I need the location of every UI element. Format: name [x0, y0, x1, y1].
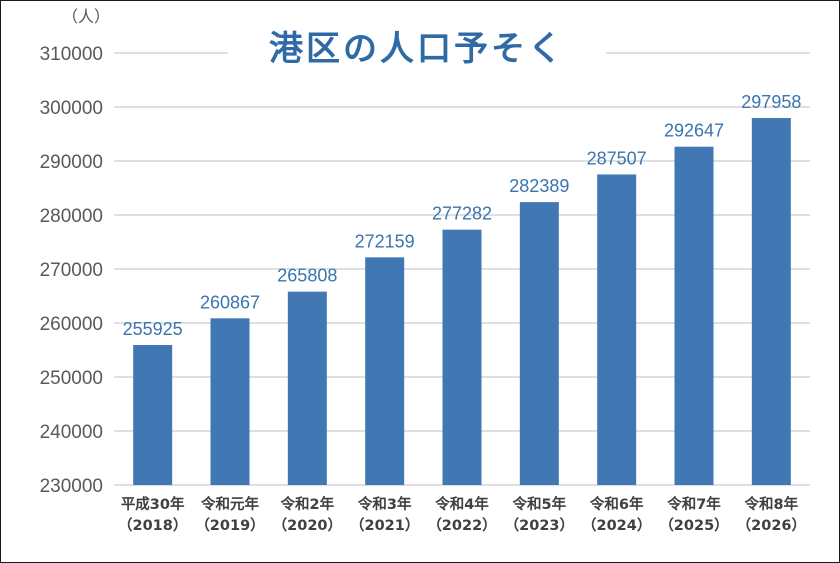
- data-label: 287507: [587, 148, 647, 168]
- x-category-label: 平成30年: [121, 495, 185, 513]
- x-category-label: 令和3年: [358, 495, 412, 513]
- x-category-label: （2023）: [505, 516, 574, 534]
- x-category-label: （2019）: [195, 516, 264, 534]
- bar: [287, 291, 327, 485]
- x-category-label: 令和4年: [435, 495, 489, 513]
- y-tick-label: 270000: [40, 260, 103, 281]
- bar: [674, 146, 714, 485]
- y-tick-label: 280000: [40, 206, 103, 227]
- y-tick-label: 250000: [40, 368, 103, 389]
- bar: [597, 174, 637, 485]
- data-label: 255925: [123, 319, 183, 339]
- data-labels: 255925 260867 265808 272159 277282 282389 2875…: [123, 92, 802, 339]
- bar: [519, 202, 559, 485]
- data-label: 260867: [200, 292, 260, 312]
- chart-title: 港区の人口予そく: [269, 29, 565, 69]
- x-axis-category-labels: 平成30年 （2018） 令和元年 （2019） 令和2年 （2020） 令和3年 （2021…: [118, 495, 806, 534]
- y-tick-label: 260000: [40, 314, 103, 335]
- bars: [133, 118, 791, 486]
- x-category-label: （2025）: [659, 516, 728, 534]
- chart-title-background: [228, 22, 606, 78]
- x-category-label: 令和2年: [281, 495, 335, 513]
- y-tick-label: 310000: [40, 44, 103, 65]
- x-category-label: 令和6年: [590, 495, 644, 513]
- y-tick-label: 290000: [40, 152, 103, 173]
- y-axis-tick-labels: 230000 240000 250000 260000 270000 280000 2900…: [40, 44, 103, 497]
- x-category-label: （2021）: [350, 516, 419, 534]
- bar: [210, 318, 250, 485]
- bar: [133, 345, 173, 485]
- data-label: 282389: [509, 176, 569, 196]
- data-label: 277282: [432, 204, 492, 224]
- x-category-label: 令和元年: [201, 495, 259, 513]
- x-category-label: （2026）: [737, 516, 806, 534]
- x-category-label: （2022）: [427, 516, 496, 534]
- bar: [442, 229, 482, 485]
- data-label: 272159: [355, 231, 415, 251]
- x-category-label: 令和8年: [745, 495, 799, 513]
- data-label: 292647: [664, 121, 724, 141]
- x-category-label: 令和5年: [513, 495, 567, 513]
- x-category-label: （2020）: [273, 516, 342, 534]
- data-label: 265808: [277, 266, 337, 286]
- x-category-label: （2024）: [582, 516, 651, 534]
- y-tick-label: 230000: [40, 476, 103, 497]
- bar: [365, 257, 405, 485]
- y-axis-unit-label: （人）: [62, 8, 110, 26]
- y-tick-label: 240000: [40, 422, 103, 443]
- y-tick-label: 300000: [40, 98, 103, 119]
- x-category-label: 令和7年: [667, 495, 721, 513]
- bar: [751, 118, 791, 486]
- x-category-label: （2018）: [118, 516, 187, 534]
- data-label: 297958: [741, 92, 801, 112]
